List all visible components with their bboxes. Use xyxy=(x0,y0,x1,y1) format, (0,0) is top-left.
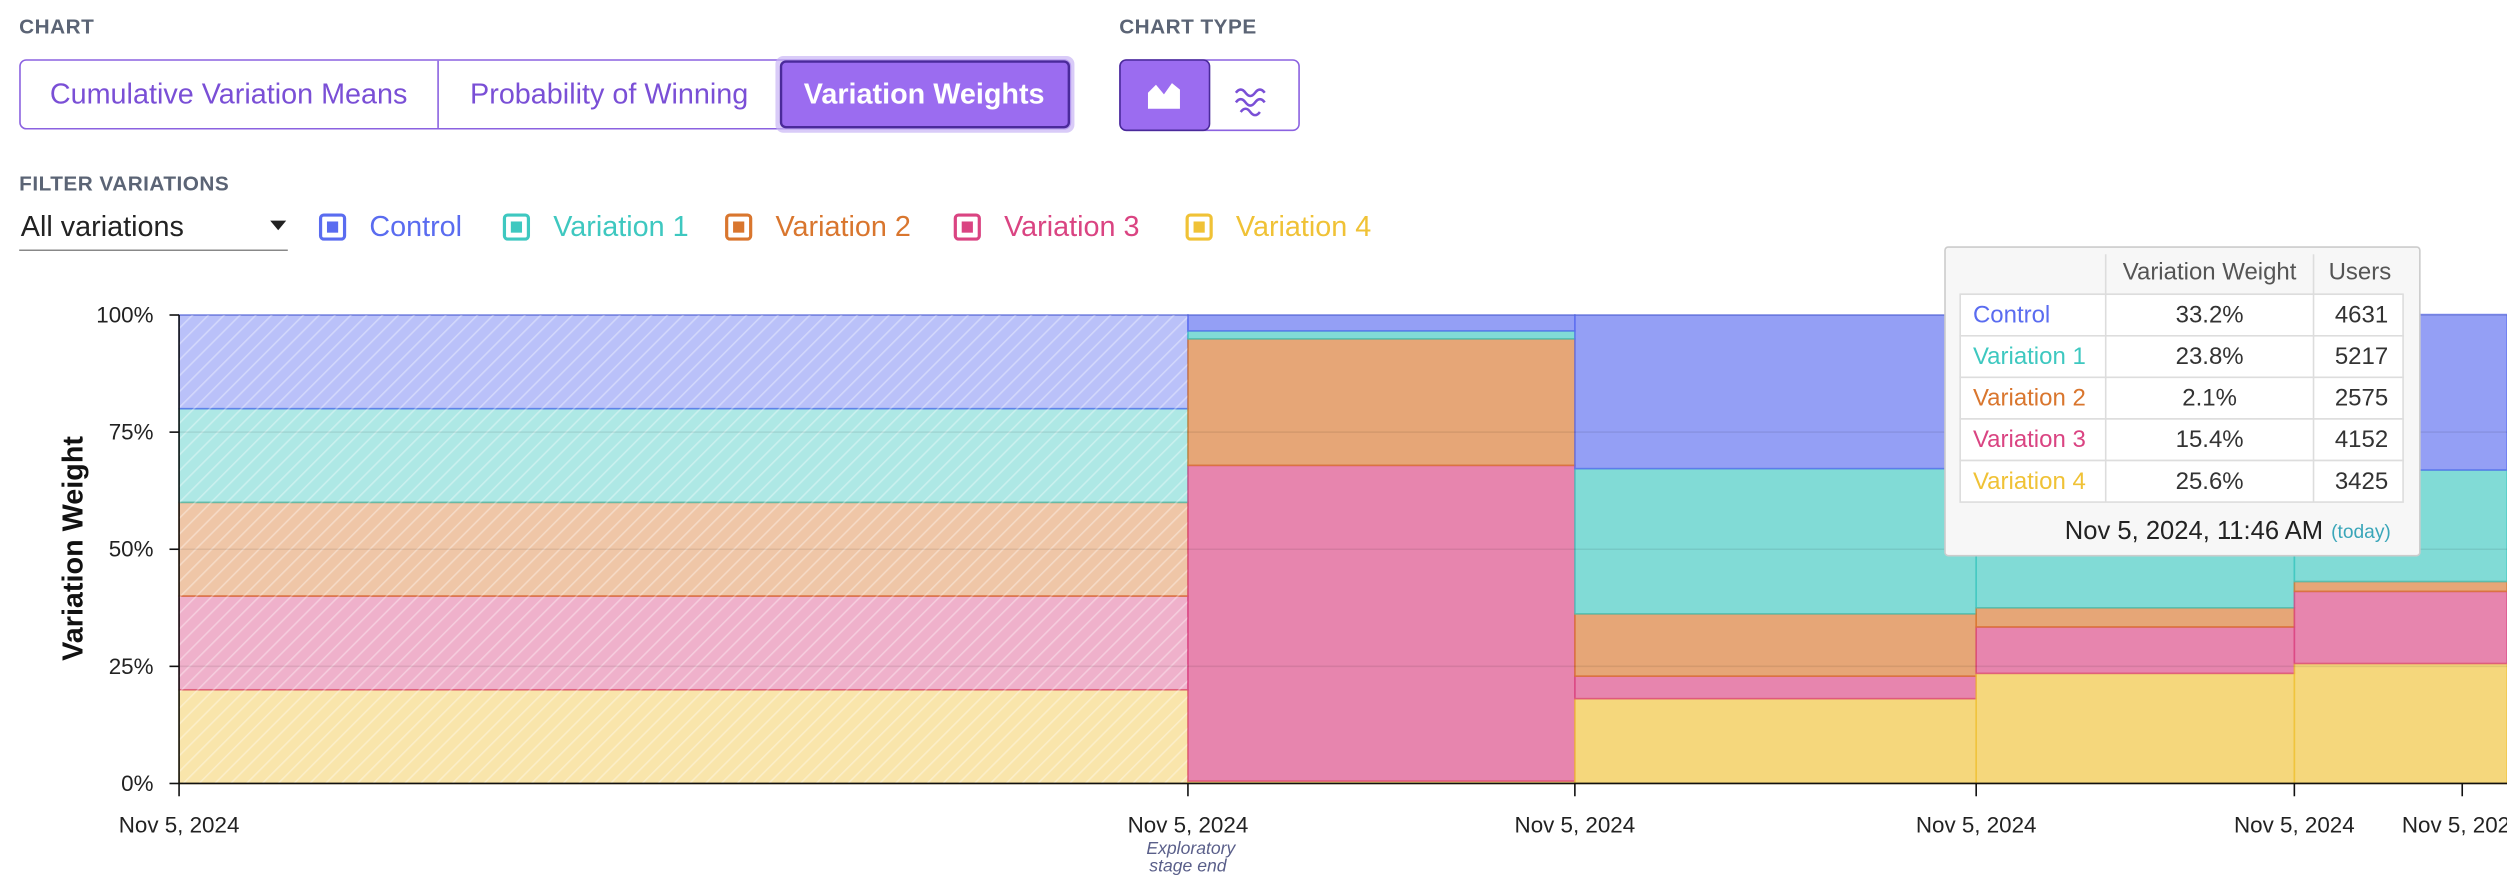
column-header: Variation Weight xyxy=(2123,258,2297,285)
row-users: 5217 xyxy=(2335,343,2388,370)
line-type-button[interactable] xyxy=(1234,88,1266,117)
row-name: Variation 4 xyxy=(1973,468,2086,495)
annotation: Exploratory stage end xyxy=(1146,841,1236,877)
weight-segment xyxy=(1187,314,1576,332)
filter-label: FILTER VARIATIONS xyxy=(19,172,229,195)
row-weight: 23.8% xyxy=(2176,343,2244,370)
annotation-text: Exploratory stage end xyxy=(1146,841,1236,877)
table-row xyxy=(1959,334,2404,379)
row-weight: 2.1% xyxy=(2182,385,2237,412)
legend-label[interactable]: Variation 1 xyxy=(553,211,688,243)
x-tick-label: Nov 5, 2024 xyxy=(1515,813,1636,838)
y-tick-label: 0% xyxy=(121,771,153,796)
legend-label[interactable]: Variation 2 xyxy=(775,211,910,243)
y-tick-label: 25% xyxy=(109,654,154,679)
chart-type-label: CHART TYPE xyxy=(1119,16,1256,39)
table-row xyxy=(1959,376,2404,420)
row-name: Variation 1 xyxy=(1973,343,2086,370)
chart-button[interactable]: Variation Weights xyxy=(804,78,1045,110)
table-row xyxy=(1959,418,2404,462)
y-axis-label: Variation Weight xyxy=(58,436,90,661)
row-weight: 25.6% xyxy=(2176,468,2244,495)
row-users: 4631 xyxy=(2335,302,2388,329)
weight-segment xyxy=(1187,464,1576,782)
filter-select[interactable]: All variations xyxy=(21,211,184,243)
legend-label[interactable]: Variation 3 xyxy=(1004,211,1139,243)
weight-segment xyxy=(1975,607,2296,628)
today-note: (today) xyxy=(2331,522,2391,543)
chart-label: CHART xyxy=(19,16,94,39)
controls: CHART Cumulative Variation Means Probabi… xyxy=(19,16,1371,252)
legend-label[interactable]: Control xyxy=(369,211,462,243)
legend-check xyxy=(733,221,745,233)
weight-segment xyxy=(1574,697,1977,785)
legend-check xyxy=(510,221,523,233)
weight-segment xyxy=(1574,314,1977,470)
legend-check xyxy=(326,221,339,233)
table-row xyxy=(1959,459,2404,503)
row-name: Control xyxy=(1973,302,2050,329)
chart-button[interactable]: Probability of Winning xyxy=(470,78,748,110)
legend-checkbox[interactable] xyxy=(318,213,347,241)
weight-segment xyxy=(2293,580,2507,593)
row-name: Variation 2 xyxy=(1973,385,2086,412)
legend-label[interactable]: Variation 4 xyxy=(1236,211,1371,243)
weight-segment xyxy=(1975,672,2296,785)
x-tick-label: Nov 5, 2024 xyxy=(2234,813,2355,838)
hatch-overlay xyxy=(179,315,1188,784)
chart-button[interactable]: Cumulative Variation Means xyxy=(50,78,408,110)
legend-checkbox[interactable] xyxy=(1185,213,1213,241)
column-header: Users xyxy=(2329,258,2392,285)
y-tick-label: 50% xyxy=(109,537,154,562)
row-weight: 15.4% xyxy=(2176,426,2244,453)
legend: Control Variation 1 Variation 2 Variation 3… xyxy=(318,211,1371,243)
weight-segment xyxy=(1187,330,1576,340)
legend-checkbox[interactable] xyxy=(953,213,981,241)
row-users: 3425 xyxy=(2335,468,2388,495)
y-tick-label: 75% xyxy=(109,420,154,445)
row-users: 4152 xyxy=(2335,426,2388,453)
weight-segment xyxy=(1574,675,1977,700)
select-caret xyxy=(270,220,287,231)
selected-button[interactable] xyxy=(779,60,1071,129)
legend-check xyxy=(1193,221,1205,233)
y-tick-label: 100% xyxy=(96,303,153,328)
weight-segment xyxy=(1574,467,1977,615)
x-tick-label: Nov 5, 2024 xyxy=(119,813,240,838)
weight-segment xyxy=(1187,338,1576,467)
row-weight: 33.2% xyxy=(2176,302,2244,329)
weight-segment xyxy=(2293,590,2507,665)
legend-checkbox[interactable] xyxy=(502,213,531,241)
legend-checkbox[interactable] xyxy=(725,213,753,241)
legend-check xyxy=(961,221,973,233)
tooltip: Variation Weight Users Nov 5, 2024, 11:4… xyxy=(1944,246,2421,557)
timestamp: Nov 5, 2024, 11:46 AM xyxy=(2065,517,2323,545)
row-name: Variation 3 xyxy=(1973,426,2086,453)
row-users: 2575 xyxy=(2335,385,2388,412)
x-tick-label: Nov 5, 2024 xyxy=(1128,813,1249,838)
weight-segment xyxy=(2293,662,2507,785)
area-icon xyxy=(1147,83,1180,109)
x-tick-label: Nov 5, 2024 xyxy=(2402,813,2507,838)
x-tick-label: Nov 5, 2024 xyxy=(1916,813,2037,838)
